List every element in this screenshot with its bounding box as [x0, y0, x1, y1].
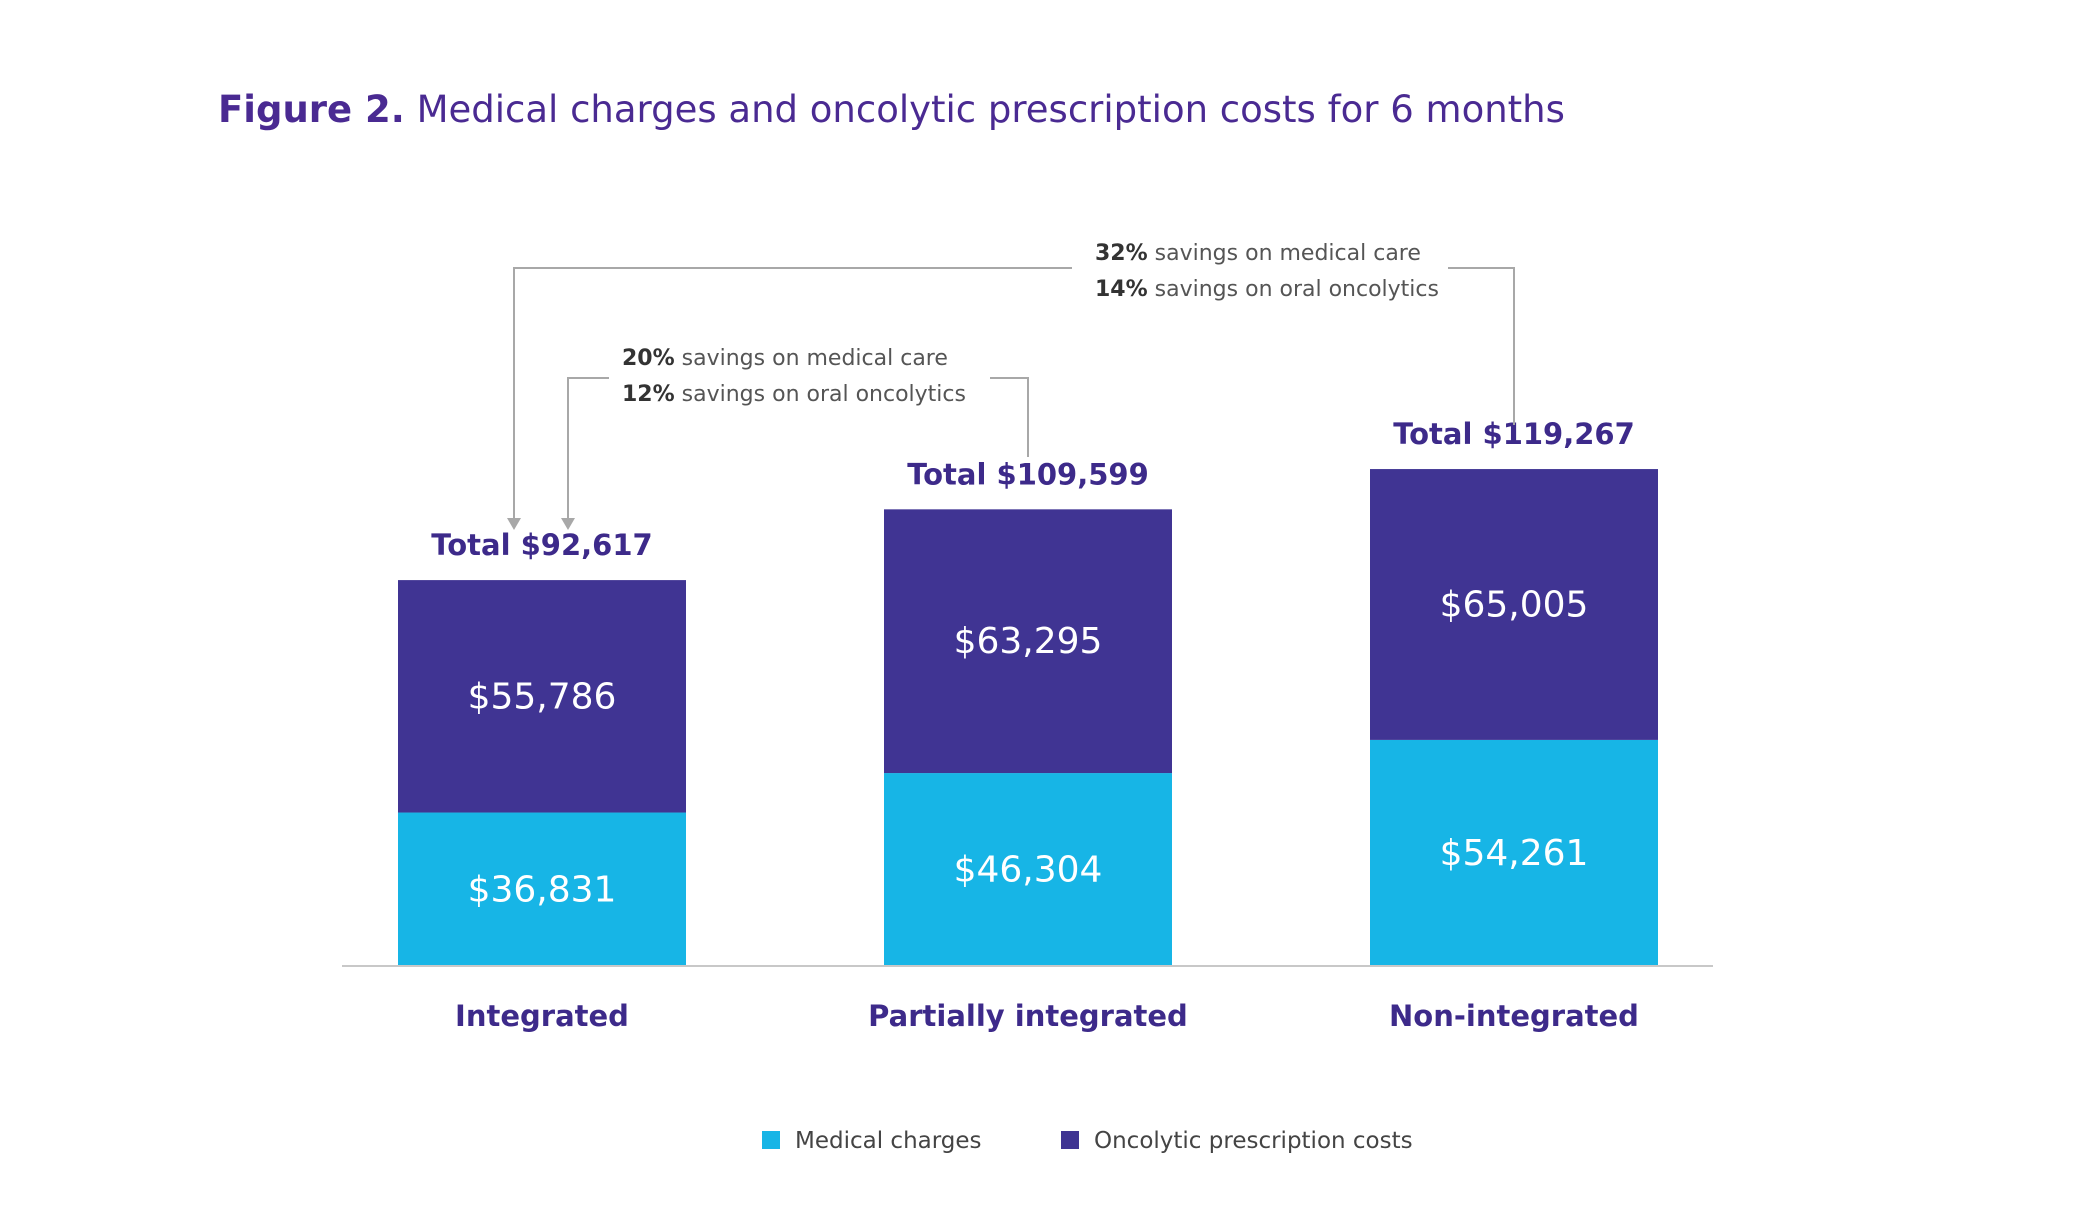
category-label-3: Non-integrated	[1389, 999, 1639, 1033]
bars-group: $36,831 $55,786 Total $92,617 Integrated $46…	[398, 417, 1658, 1033]
bracket-2-right	[1448, 267, 1515, 425]
bracket-2-arrow	[507, 518, 521, 530]
legend-label-medical: Medical charges	[795, 1128, 982, 1154]
value-label-oncolytic-2: $63,295	[954, 621, 1103, 662]
bar-oncolytic-2	[884, 509, 1172, 774]
total-label-1: Total $92,617	[431, 528, 652, 562]
legend-swatch-medical	[762, 1131, 780, 1149]
legend: Medical charges Oncolytic prescription co…	[762, 1128, 1413, 1154]
bar-oncolytic-3	[1370, 469, 1658, 740]
figure-label: Figure 2.	[218, 88, 405, 131]
annotation-2-line-2: 14% savings on oral oncolytics	[1095, 277, 1439, 302]
value-label-medical-3: $54,261	[1440, 833, 1589, 874]
value-label-oncolytic-1: $55,786	[468, 676, 617, 717]
category-label-2: Partially integrated	[868, 999, 1188, 1033]
category-label-1: Integrated	[455, 999, 629, 1033]
figure-title: Figure 2. Medical charges and oncolytic …	[218, 88, 1565, 131]
total-label-2: Total $109,599	[907, 457, 1149, 491]
bracket-1-left	[567, 377, 609, 518]
annotation-1-line-2: 12% savings on oral oncolytics	[622, 382, 966, 407]
bar-medical-3	[1370, 739, 1658, 966]
bracket-2-left	[513, 267, 1072, 518]
figure-title-text: Medical charges and oncolytic prescripti…	[416, 88, 1565, 131]
value-label-medical-2: $46,304	[954, 850, 1103, 891]
annotations-group: 20% savings on medical care 12% savings o…	[507, 241, 1515, 530]
bar-medical-2	[884, 773, 1172, 966]
value-label-oncolytic-3: $65,005	[1440, 584, 1589, 625]
bracket-1-arrow	[561, 518, 575, 530]
bracket-1-right	[990, 377, 1029, 457]
legend-label-oncolytic: Oncolytic prescription costs	[1094, 1128, 1413, 1154]
annotation-1-line-1: 20% savings on medical care	[622, 346, 948, 371]
bar-oncolytic-1	[398, 580, 686, 813]
legend-swatch-oncolytic	[1061, 1131, 1079, 1149]
annotation-2-line-1: 32% savings on medical care	[1095, 241, 1421, 266]
value-label-medical-1: $36,831	[468, 869, 617, 910]
bar-medical-1	[398, 812, 686, 966]
